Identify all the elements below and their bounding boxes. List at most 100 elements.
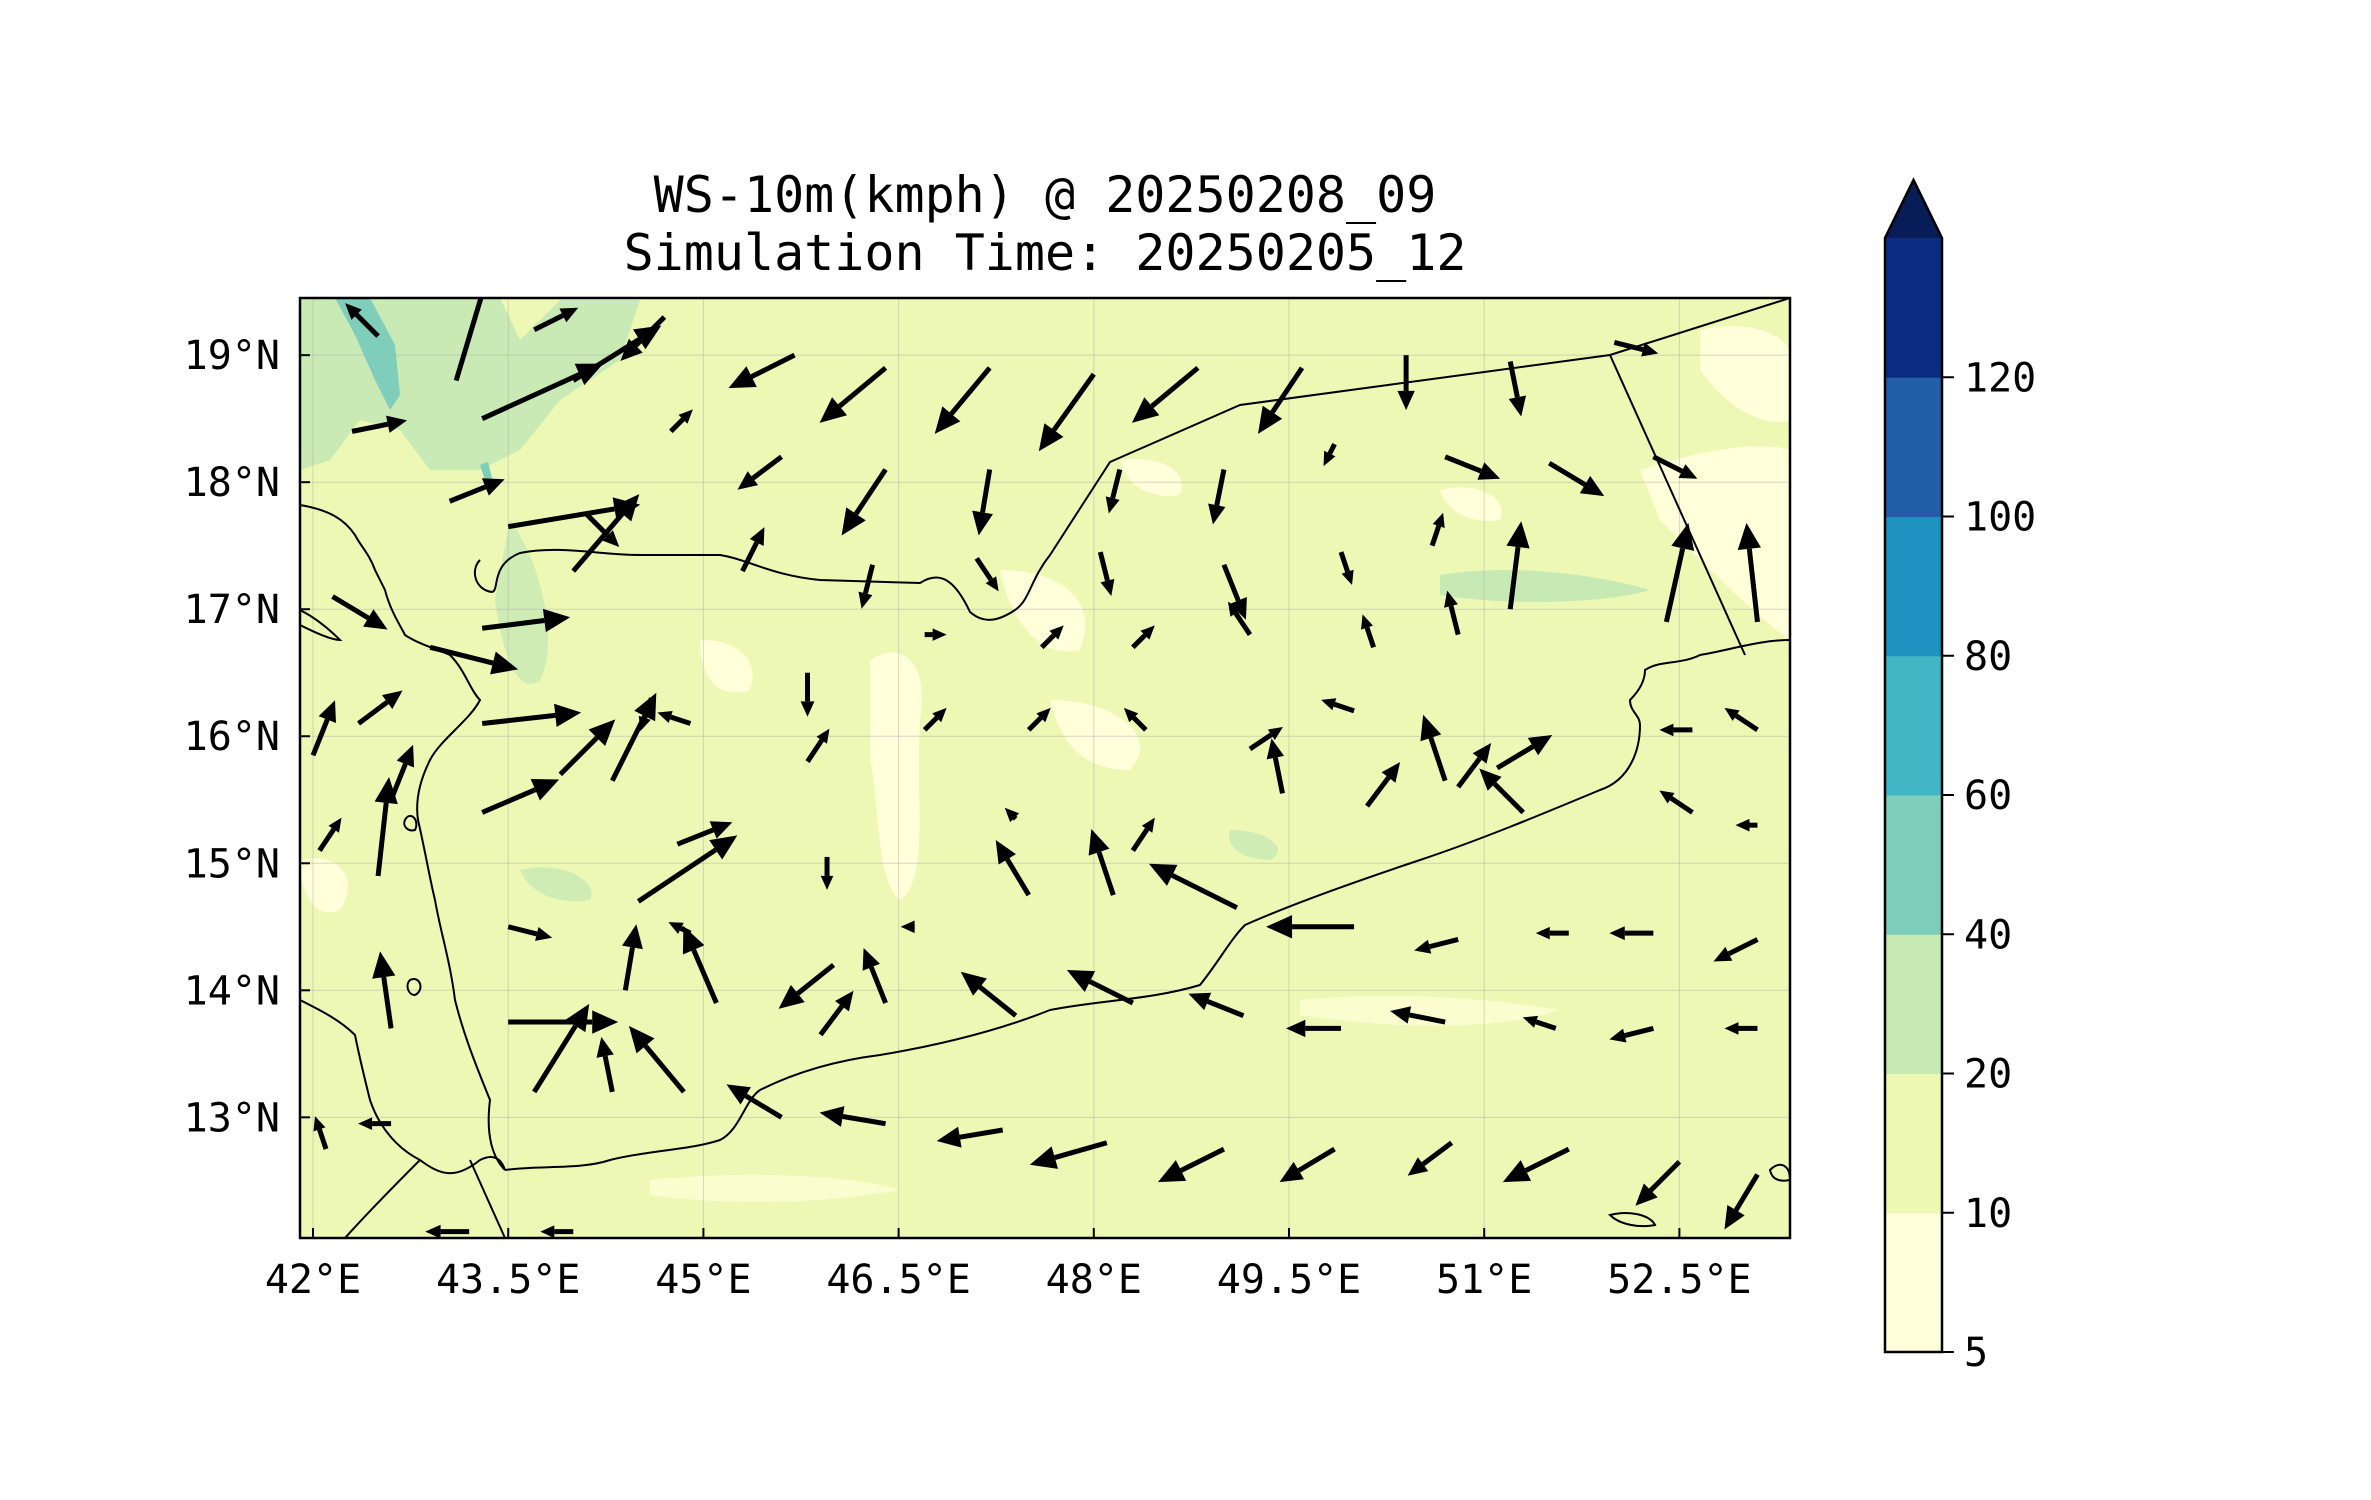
wind-arrow bbox=[1547, 460, 1605, 497]
map-gridlines bbox=[300, 298, 1790, 1238]
wind-arrow bbox=[481, 363, 604, 421]
colorbar-tick-label: 10 bbox=[1964, 1191, 2012, 1237]
wind-arrow bbox=[818, 990, 854, 1037]
wind-arrow bbox=[1361, 614, 1376, 649]
wind-arrow bbox=[596, 1036, 615, 1093]
wind-arrow bbox=[313, 1116, 329, 1150]
wind-arrow bbox=[532, 1003, 590, 1094]
wind-arrow bbox=[726, 1084, 783, 1120]
wind-arrow bbox=[1321, 698, 1355, 714]
wind-arrow bbox=[481, 608, 571, 633]
wind-arrow bbox=[1535, 926, 1569, 940]
wind-arrow bbox=[974, 557, 999, 592]
wind-arrow bbox=[1266, 738, 1285, 794]
wind-arrow bbox=[636, 835, 738, 904]
colorbar-outline bbox=[1883, 177, 1944, 1354]
wind-arrow bbox=[429, 644, 519, 675]
x-tick-label: 48°E bbox=[1046, 1257, 1142, 1303]
wind-arrow bbox=[1188, 992, 1245, 1019]
wind-arrow bbox=[657, 710, 692, 726]
colorbar-block bbox=[1885, 516, 1942, 657]
wind-arrow bbox=[1420, 714, 1448, 782]
wind-arrow bbox=[936, 1126, 1004, 1148]
wind-arrow bbox=[934, 366, 992, 434]
wind-arrow bbox=[1279, 1146, 1336, 1183]
wind-arrow bbox=[1479, 768, 1525, 815]
title-line-2: Simulation Time: 20250205_12 bbox=[624, 224, 1467, 282]
wind-arrow bbox=[1286, 1019, 1342, 1038]
wind-arrow bbox=[481, 703, 582, 728]
wind-arrow bbox=[922, 707, 947, 732]
y-tick-label: 14°N bbox=[184, 968, 280, 1014]
wind-arrow bbox=[1157, 1146, 1226, 1183]
wind-arrow bbox=[357, 690, 403, 726]
wind-arrow bbox=[317, 817, 342, 852]
wind-arrow bbox=[1635, 1160, 1682, 1206]
wind-arrow bbox=[1522, 1015, 1557, 1031]
wind-arrow bbox=[1429, 512, 1445, 547]
wind-arrow bbox=[571, 494, 640, 573]
colorbar-tick-label: 5 bbox=[1964, 1330, 1988, 1376]
wind-arrow bbox=[1004, 807, 1020, 823]
wind-arrow bbox=[1724, 1173, 1760, 1230]
colorbar-tick-label: 120 bbox=[1964, 355, 2036, 401]
wind-arrow bbox=[862, 948, 888, 1004]
wind-arrow bbox=[533, 307, 579, 332]
wind-arrow bbox=[819, 1106, 887, 1127]
wind-arrow bbox=[676, 821, 733, 847]
wind-arrow bbox=[1456, 743, 1492, 789]
colorbar-block bbox=[1885, 795, 1942, 935]
wind-arrow bbox=[1407, 1140, 1454, 1176]
wind-arrow bbox=[682, 926, 719, 1004]
wind-arrow bbox=[1088, 829, 1116, 896]
wind-arrow bbox=[1659, 790, 1694, 815]
map-frame bbox=[298, 296, 1792, 1240]
wind-arrow bbox=[1724, 1022, 1758, 1035]
x-tick-label: 43.5°E bbox=[436, 1257, 581, 1303]
wind-arrow bbox=[331, 594, 388, 630]
wind-arrow bbox=[1148, 863, 1239, 910]
wind-arrow bbox=[1097, 551, 1115, 597]
wind-arrow bbox=[1506, 521, 1530, 610]
wind-arrow bbox=[1227, 601, 1253, 637]
wind-arrow bbox=[1338, 551, 1354, 586]
wind-arrow bbox=[1038, 372, 1096, 452]
wind-arrow bbox=[972, 469, 993, 536]
wind-arrow bbox=[819, 365, 888, 423]
wind-arrow bbox=[820, 856, 834, 890]
wind-speed-contours bbox=[300, 298, 1790, 1202]
x-tick-label: 49.5°E bbox=[1217, 1257, 1362, 1303]
x-tick-label: 51°E bbox=[1436, 1257, 1532, 1303]
wind-arrow bbox=[1507, 361, 1527, 417]
colorbar-block bbox=[1885, 377, 1942, 517]
wind-arrow bbox=[1609, 1025, 1654, 1043]
wind-arrow bbox=[374, 776, 398, 877]
wind-arrow bbox=[1735, 818, 1758, 832]
wind-arrow bbox=[1266, 915, 1355, 939]
colorbar-tick-label: 60 bbox=[1964, 773, 2012, 819]
wind-arrow bbox=[1737, 522, 1761, 623]
colorbar: 5 10 20 40 60 80 100 120 bbox=[1883, 177, 2036, 1376]
wind-arrow bbox=[1105, 468, 1123, 514]
y-tick-label: 18°N bbox=[184, 460, 280, 506]
colorbar-tick-label: 40 bbox=[1964, 912, 2012, 958]
wind-arrow bbox=[1609, 926, 1654, 941]
wind-arrow bbox=[1724, 707, 1759, 732]
y-tick-label: 17°N bbox=[184, 587, 280, 633]
y-tick-label: 13°N bbox=[184, 1095, 280, 1141]
wind-arrow bbox=[800, 672, 815, 717]
wind-arrow bbox=[900, 920, 915, 934]
wind-arrow bbox=[310, 700, 336, 757]
wind-arrow bbox=[628, 1025, 686, 1094]
colorbar-blocks bbox=[1883, 177, 1944, 1354]
wind-arrow bbox=[924, 628, 947, 641]
colorbar-block bbox=[1885, 934, 1942, 1074]
wind-arrow bbox=[610, 692, 657, 782]
wind-arrow bbox=[960, 971, 1018, 1018]
wind-arrow bbox=[1502, 1146, 1570, 1183]
wind-arrow bbox=[540, 1225, 574, 1238]
wind-arrow bbox=[1659, 723, 1693, 737]
wind-arrow bbox=[1208, 468, 1227, 525]
colorbar-block bbox=[1885, 1212, 1942, 1353]
